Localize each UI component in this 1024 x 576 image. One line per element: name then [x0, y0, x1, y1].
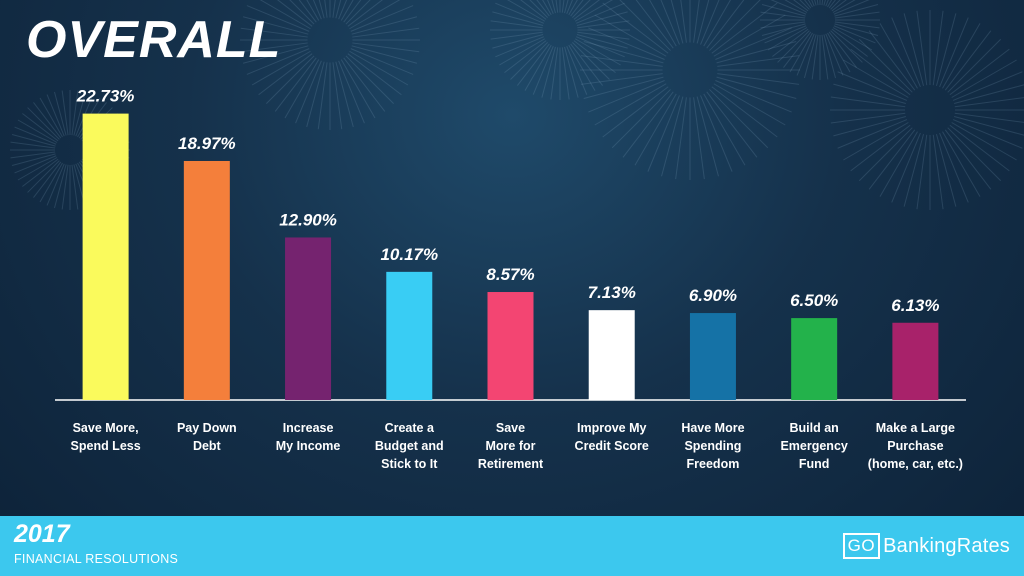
category-label: More for	[486, 439, 536, 453]
category-label: Make a Large	[876, 421, 955, 435]
gobankingrates-logo: GO BankingRates	[842, 532, 1010, 560]
bar-value-label: 18.97%	[178, 134, 236, 153]
category-label: Stick to It	[381, 457, 438, 471]
category-label: Emergency	[780, 439, 847, 453]
bar	[386, 271, 433, 400]
bar	[588, 310, 635, 400]
bar-value-label: 6.90%	[689, 286, 737, 305]
category-label: Improve My	[577, 421, 647, 435]
bar-value-label: 22.73%	[76, 87, 135, 106]
footer-subtitle: FINANCIAL RESOLUTIONS	[14, 552, 179, 566]
bar	[487, 292, 534, 400]
bar	[82, 113, 129, 401]
category-label: Save More,	[73, 421, 139, 435]
category-label: Spending	[684, 439, 741, 453]
logo-go-mark: GO	[842, 533, 881, 559]
category-label: My Income	[276, 439, 341, 453]
bar-value-label: 10.17%	[380, 245, 438, 264]
bar-value-label: 8.57%	[486, 265, 534, 284]
category-label: Create a	[385, 421, 435, 435]
category-label: Increase	[283, 421, 334, 435]
bar-value-label: 7.13%	[588, 283, 636, 302]
bar	[183, 160, 230, 400]
fireworks-background	[10, 0, 1024, 210]
category-label: Credit Score	[575, 439, 649, 453]
bar	[892, 322, 939, 400]
category-label: Budget and	[375, 439, 444, 453]
category-label: Freedom	[687, 457, 740, 471]
category-label: Fund	[799, 457, 830, 471]
logo-brand-text: BankingRates	[883, 534, 1010, 557]
footer-banner: 2017 FINANCIAL RESOLUTIONS GO BankingRat…	[0, 516, 1024, 576]
bar	[285, 237, 332, 400]
bar-value-label: 6.50%	[790, 291, 838, 310]
category-label: Retirement	[478, 457, 544, 471]
category-label: Debt	[193, 439, 222, 453]
category-label: Have More	[681, 421, 744, 435]
footer-year: 2017	[14, 520, 70, 548]
bar-value-label: 12.90%	[279, 210, 337, 229]
category-label: Save	[496, 421, 525, 435]
category-label: (home, car, etc.)	[868, 457, 963, 471]
bar	[689, 313, 736, 400]
bar-chart: 22.73% Save More, Spend Less 18.97% Pay Down…	[71, 87, 963, 471]
bar-value-label: 6.13%	[891, 296, 939, 315]
bar	[791, 318, 838, 400]
category-label: Pay Down	[177, 421, 237, 435]
chart-title: OVERALL	[26, 11, 282, 69]
category-label: Purchase	[887, 439, 943, 453]
category-label: Build an	[790, 421, 839, 435]
category-label: Spend Less	[71, 439, 141, 453]
